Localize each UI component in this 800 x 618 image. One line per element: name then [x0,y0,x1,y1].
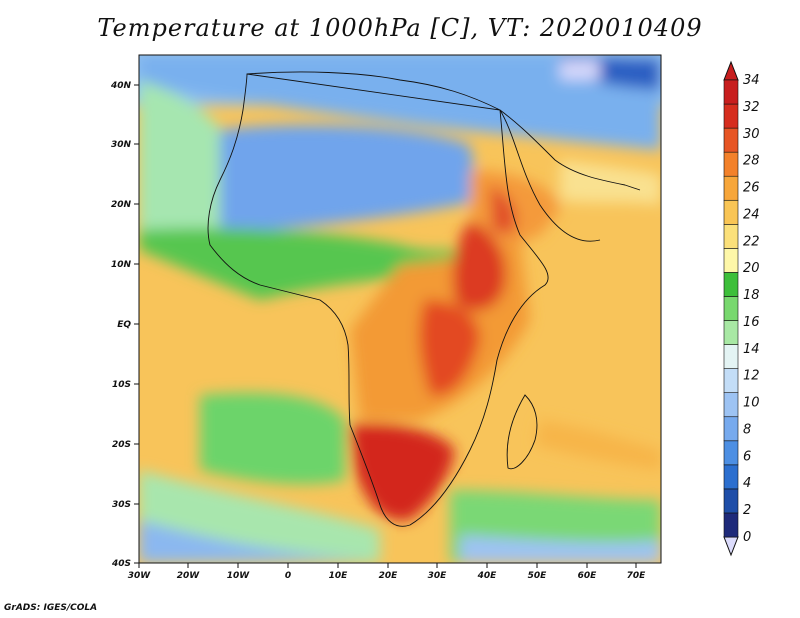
colorbar-swatch [723,272,739,297]
lat-label: 40S [111,559,131,569]
lon-label: 20E [379,571,399,581]
colorbar-swatch [723,488,739,514]
lon-label: 40E [477,571,498,581]
colorbar-label: 28 [743,154,760,169]
colorbar-swatch [723,344,739,369]
colorbar-label: 18 [743,288,760,303]
colorbar-label: 16 [743,315,760,330]
lat-label: 20S [112,440,131,450]
coastlines [207,71,641,527]
colorbar-swatch [723,512,739,538]
lon-label: 50E [528,571,548,581]
lat-label: 30N [111,140,132,150]
colorbar-swatch [723,103,739,129]
map-title: Temperature at 1000hPa [C], VT: 20200104… [97,14,703,42]
lon-label: 70E [627,571,647,581]
colorbar-swatch [723,199,739,225]
colorbar-label: 10 [743,396,760,411]
lon-label: 60E [578,571,598,581]
colorbar-label: 22 [743,234,760,249]
colorbar-label: 6 [743,449,751,464]
lon-label: 0 [285,571,291,581]
colorbar-swatch [723,248,739,273]
latitude-axis: 40N 30N 20N 10N EQ 10S 20S 30S 40S [110,81,139,569]
colorbar-label: 14 [743,342,760,357]
lat-label: 20N [111,200,132,210]
longitude-axis: 30W 20W 10W 0 10E 20E 30E 40E 50E 60E 70… [128,563,646,581]
colorbar-swatch [723,440,739,466]
colorbar-swatch [723,416,739,442]
colorbar-swatch [723,368,739,393]
colorbar-max-arrow [723,60,739,81]
lon-label: 20W [177,571,201,581]
credit-label: GrADS: IGES/COLA [4,603,98,613]
lon-label: 30W [128,571,152,581]
colorbar-label: 20 [743,261,760,276]
colorbar-label: 4 [743,476,751,491]
lat-label: 10N [111,260,132,270]
plot-frame [138,54,662,564]
colorbar-swatch [723,392,739,418]
colorbar-swatch [723,127,739,153]
colorbar-label: 32 [743,100,760,115]
lon-label: 30E [428,571,448,581]
lat-label: 40N [110,81,132,91]
colorbar-label: 12 [743,369,760,384]
colorbar-swatch [723,224,739,249]
colorbar-swatch [723,320,739,345]
lat-label: 30S [112,500,131,510]
colorbar-label: 0 [743,530,751,545]
colorbar-label: 24 [743,207,760,222]
colorbar-swatch [723,464,739,490]
colorbar-swatch [723,175,739,201]
lat-label: 10S [112,380,131,390]
colorbar-label: 2 [743,503,751,518]
colorbar-label: 26 [743,181,760,196]
colorbar-label: 30 [743,127,760,142]
colorbar-label: 34 [743,73,760,88]
lon-label: 10E [329,571,349,581]
lat-label: EQ [117,320,131,330]
colorbar-min-arrow [723,536,739,557]
temperature-field [139,55,661,563]
colorbar-swatch [723,151,739,177]
colorbar-swatch [723,296,739,321]
colorbar-swatch [723,79,739,105]
colorbar-label: 8 [743,422,751,437]
lon-label: 10W [227,571,251,581]
